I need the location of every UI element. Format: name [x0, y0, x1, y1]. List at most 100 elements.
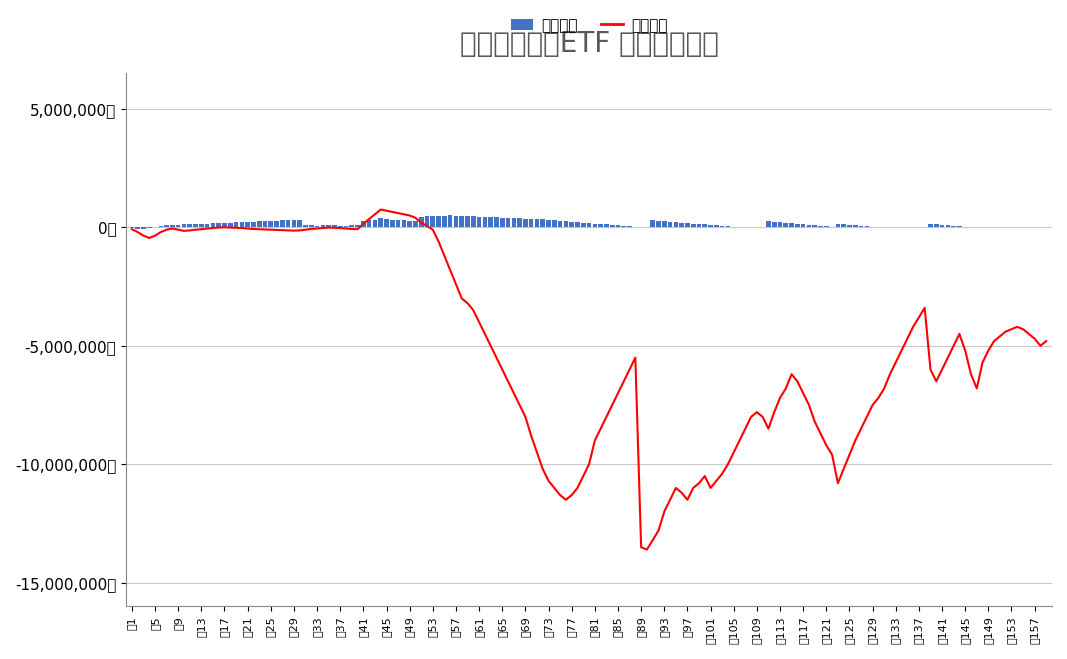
Bar [379, 218, 383, 227]
Bar [228, 223, 233, 227]
Bar [795, 224, 799, 227]
Bar [355, 225, 360, 227]
Bar [448, 215, 452, 227]
Bar [477, 217, 481, 227]
Legend: 実現損益, 評価損益: 実現損益, 評価損益 [505, 12, 673, 39]
Bar [210, 223, 216, 227]
Bar [778, 222, 782, 227]
Bar [541, 219, 545, 227]
Bar [389, 219, 395, 227]
Bar [489, 217, 493, 227]
Bar [945, 225, 950, 227]
Bar [408, 221, 412, 227]
Bar [506, 218, 510, 227]
Bar [801, 224, 806, 227]
Bar [766, 221, 770, 227]
Bar [864, 226, 870, 227]
Bar [621, 226, 626, 227]
Bar [176, 225, 180, 227]
Bar [482, 217, 488, 227]
Bar [471, 216, 476, 227]
Bar [372, 219, 378, 227]
Bar [662, 221, 667, 227]
Bar [511, 218, 516, 227]
Bar [257, 221, 261, 227]
Bar [384, 219, 388, 227]
Bar [159, 226, 163, 227]
Bar [928, 224, 933, 227]
Bar [200, 224, 204, 227]
Bar [327, 225, 331, 227]
Bar [853, 225, 858, 227]
Bar [425, 216, 429, 227]
Bar [807, 225, 811, 227]
Bar [558, 221, 562, 227]
Bar [401, 221, 407, 227]
Bar [580, 223, 586, 227]
Bar [575, 222, 579, 227]
Bar [286, 220, 290, 227]
Bar [465, 216, 469, 227]
Bar [771, 222, 777, 227]
Bar [245, 222, 250, 227]
Bar [702, 225, 707, 227]
Bar [500, 217, 505, 227]
Bar [170, 225, 175, 227]
Bar [656, 221, 660, 227]
Bar [338, 226, 343, 227]
Bar [280, 221, 285, 227]
Bar [239, 222, 244, 227]
Bar [824, 226, 829, 227]
Bar [546, 219, 551, 227]
Bar [934, 224, 939, 227]
Bar [651, 220, 655, 227]
Bar [320, 225, 325, 227]
Bar [298, 219, 302, 227]
Bar [430, 216, 435, 227]
Bar [697, 224, 701, 227]
Bar [610, 225, 615, 227]
Bar [783, 223, 789, 227]
Bar [691, 223, 696, 227]
Bar [842, 224, 846, 227]
Bar [668, 221, 672, 227]
Bar [680, 223, 684, 227]
Bar [269, 221, 273, 227]
Bar [262, 221, 268, 227]
Bar [494, 217, 498, 227]
Bar [563, 221, 569, 227]
Bar [523, 219, 528, 227]
Bar [129, 227, 134, 228]
Bar [552, 220, 557, 227]
Bar [535, 219, 539, 227]
Bar [367, 221, 371, 227]
Bar [442, 215, 447, 227]
Bar [847, 225, 851, 227]
Bar [291, 220, 297, 227]
Bar [222, 223, 227, 227]
Bar [673, 222, 679, 227]
Bar [251, 221, 256, 227]
Bar [570, 221, 574, 227]
Bar [274, 221, 278, 227]
Bar [350, 225, 354, 227]
Bar [205, 223, 209, 227]
Bar [957, 226, 961, 227]
Bar [720, 226, 724, 227]
Bar [714, 225, 719, 227]
Bar [599, 224, 603, 227]
Bar [188, 224, 192, 227]
Bar [818, 225, 823, 227]
Bar [147, 227, 152, 228]
Bar [413, 221, 418, 227]
Bar [344, 225, 348, 227]
Bar [685, 223, 689, 227]
Bar [315, 225, 319, 227]
Bar [332, 225, 337, 227]
Bar [529, 219, 534, 227]
Bar [592, 223, 598, 227]
Bar [453, 215, 458, 227]
Bar [812, 225, 817, 227]
Bar [181, 225, 187, 227]
Bar [460, 216, 464, 227]
